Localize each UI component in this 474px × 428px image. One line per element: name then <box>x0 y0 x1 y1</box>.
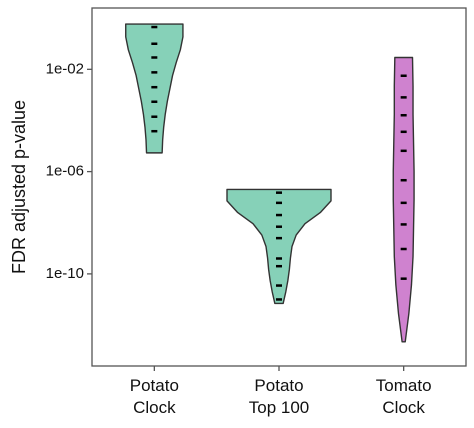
y-tick-label: 1e-10 <box>46 265 84 282</box>
y-tick-label: 1e-02 <box>46 60 84 77</box>
violin <box>226 188 332 305</box>
x-tick-label: Tomato Clock <box>375 376 432 417</box>
violin <box>125 23 184 154</box>
y-tick-label: 1e-06 <box>46 163 84 180</box>
x-tick-label: Potato Top 100 <box>248 376 310 417</box>
x-tick-label: Potato Clock <box>129 376 179 417</box>
violin <box>392 56 415 343</box>
y-axis-label: FDR adjusted p-value <box>9 100 29 274</box>
